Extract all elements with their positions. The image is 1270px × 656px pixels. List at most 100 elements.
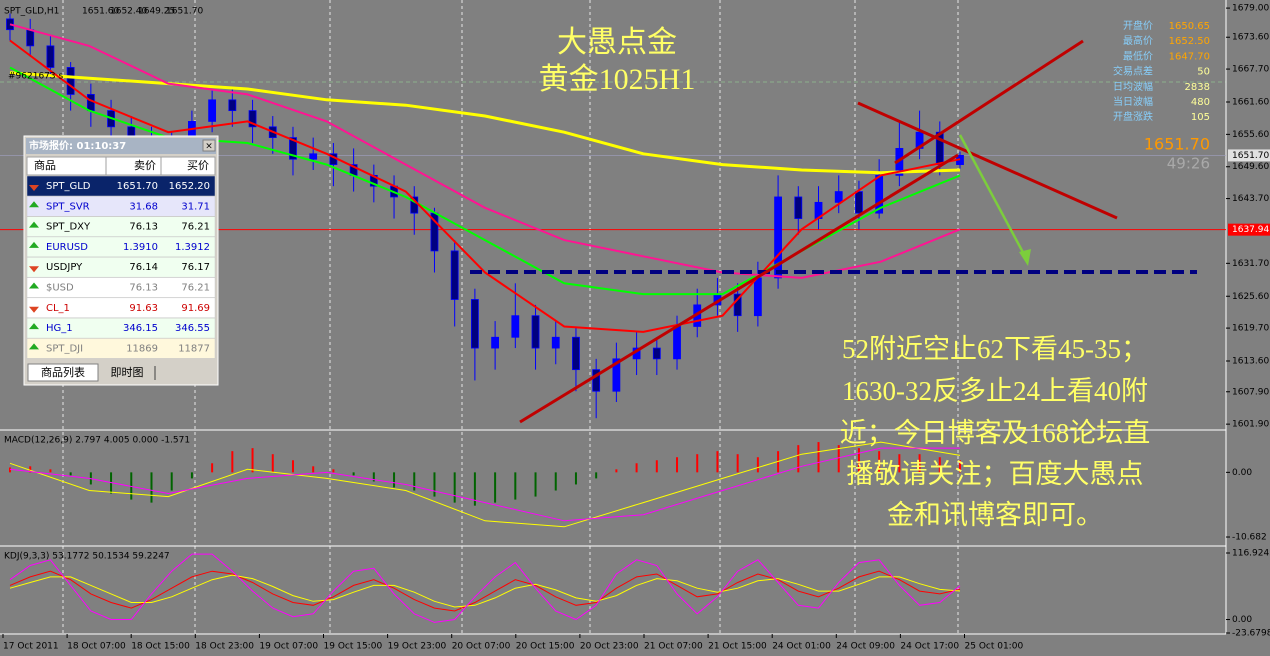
x-tick-label: 19 Oct 15:00	[324, 642, 383, 652]
y-tick-label: 1631.70	[1232, 259, 1269, 269]
ask: 346.55	[175, 323, 210, 334]
macd-bar	[29, 466, 32, 473]
macd-bar	[756, 457, 759, 473]
candle-body	[855, 191, 863, 214]
trend-line	[519, 153, 959, 424]
kdj-line	[9, 570, 961, 612]
tab: 商品列表	[41, 365, 85, 379]
macd-bar	[938, 457, 941, 473]
moving-average	[9, 23, 961, 279]
x-tick-label: 25 Oct 01:00	[965, 642, 1024, 652]
close-button[interactable]	[202, 139, 216, 152]
macd-bar	[312, 466, 315, 473]
alert-tag	[1228, 223, 1270, 236]
info-label: 当日波幅	[1113, 95, 1153, 108]
quote: 1651.60	[82, 7, 119, 17]
rows: SPT_GLD 1651.70 1652.20 SPT_SVR 31.68 31.71 SP…	[26, 175, 216, 359]
tab-active[interactable]	[27, 363, 99, 382]
candle-body	[733, 293, 742, 317]
info-label: 最高价	[1123, 34, 1153, 47]
info-label: 开盘价	[1123, 19, 1153, 32]
macd-bar	[271, 454, 274, 473]
candle-body	[592, 369, 601, 392]
row[interactable]	[26, 297, 216, 319]
candle-body	[470, 299, 479, 349]
row[interactable]	[26, 236, 216, 258]
macd-bar	[574, 472, 577, 485]
x-tick-label: 18 Oct 07:00	[67, 642, 126, 652]
y-tick-label: 1607.90	[1232, 387, 1269, 397]
bid-tag-label: 1651.70	[1232, 151, 1269, 161]
ask: 1.3912	[175, 242, 210, 253]
macd-bar	[918, 454, 921, 473]
macd-bar	[170, 472, 173, 491]
info-value: 480	[1191, 97, 1210, 108]
arrow-head	[1019, 249, 1031, 266]
candle-body	[673, 326, 681, 360]
macd-bar	[736, 454, 739, 473]
kdj-line	[9, 574, 961, 608]
bid-tag	[1228, 149, 1270, 162]
y-tick-label: 1601.90	[1232, 420, 1269, 430]
tab[interactable]: 即时图	[111, 366, 144, 379]
y-tick-label: 0.00	[1232, 468, 1252, 478]
macd-bar	[959, 460, 961, 473]
countdown: 49:26	[1167, 155, 1210, 173]
macd-bar	[817, 442, 820, 473]
x-tick-label: 21 Oct 15:00	[708, 642, 767, 652]
ask: 91.69	[181, 303, 210, 314]
y-tick-label: 0.00	[1232, 615, 1252, 625]
symbol: SPT_DXY	[46, 222, 91, 233]
symbol: HG_1	[46, 323, 73, 334]
macd-bar	[211, 463, 214, 473]
kdj-label: KDJ(9,3,3) 53.1772 50.1534 59.2247	[4, 552, 170, 562]
row[interactable]	[26, 196, 216, 217]
candle-body	[834, 191, 843, 203]
x-tick-label: 17 Oct 2011	[3, 642, 59, 652]
kdj-line	[9, 553, 961, 623]
ask: 1652.20	[169, 181, 210, 192]
y-tick-label: -10.682	[1232, 533, 1267, 543]
comment-line: 1630-32反多止24上看40附	[842, 376, 1148, 406]
trend-icon	[29, 266, 39, 273]
candle-body	[228, 99, 237, 112]
candle-body	[46, 45, 55, 68]
macd-bar	[655, 460, 658, 473]
macd-label: MACD(12,26,9) 2.797 4.005 0.000 -1.571	[4, 436, 190, 446]
title-bar	[26, 138, 216, 154]
table-header	[26, 156, 216, 176]
x-tick-label: 18 Oct 15:00	[131, 642, 190, 652]
candle-body	[572, 336, 580, 371]
macd-bar	[150, 472, 153, 503]
trend-line	[894, 39, 1084, 165]
macd-bar	[878, 451, 881, 473]
candle-body	[248, 110, 257, 128]
bid: 11869	[126, 343, 158, 354]
y-tick-label: 1673.60	[1232, 33, 1269, 43]
info-panel: 开盘价 1650.65 最高价 1652.50 最低价 1647.70 交易点差 50 日均波幅…	[1113, 19, 1210, 123]
info-value: 105	[1191, 112, 1210, 123]
macd-bar	[372, 472, 375, 482]
info-label: 最低价	[1123, 49, 1153, 62]
row[interactable]	[26, 277, 216, 298]
title: 大愚点金	[557, 26, 677, 59]
macd-bar	[231, 451, 234, 473]
title: 黄金1025H1	[539, 63, 696, 96]
y-tick-label: -23.6798	[1232, 629, 1270, 639]
arrow	[958, 134, 1028, 259]
ask: 76.21	[181, 222, 210, 233]
macd-bar	[857, 448, 860, 473]
row[interactable]	[26, 256, 216, 278]
alert-tag-label: 1637.94	[1232, 225, 1269, 235]
row[interactable]	[26, 216, 216, 237]
macd-bar	[797, 445, 800, 473]
macd-line	[9, 447, 960, 522]
trend-icon	[29, 221, 39, 228]
row[interactable]	[26, 175, 216, 197]
symbol: CL_1	[46, 303, 70, 314]
x-tick-label: 21 Oct 07:00	[644, 642, 703, 652]
ask: 11877	[178, 343, 210, 354]
row[interactable]	[26, 317, 216, 339]
row[interactable]	[26, 338, 216, 359]
symbol: SPT_GLD	[46, 181, 91, 192]
